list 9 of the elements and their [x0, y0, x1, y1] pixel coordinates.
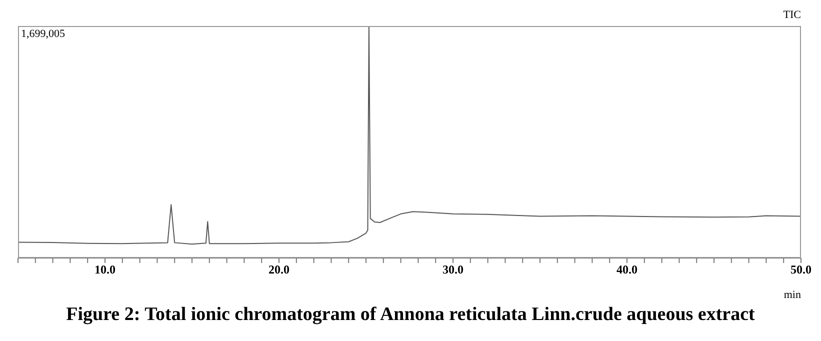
annotation: 1,699,005	[21, 28, 65, 40]
x-axis-title: min	[784, 289, 802, 301]
text: Figure 2: Total ionic chromatogram of Annona reticulata Linn.crude aqueous extract	[65, 304, 756, 326]
x-tick-label: 20.0	[268, 262, 290, 277]
x-tick-label: 50.0	[790, 262, 812, 277]
x-tick-label: 40.0	[616, 262, 638, 277]
text: TIC	[783, 9, 801, 21]
x-tick-label: 30.0	[442, 262, 464, 277]
x-tick-label: 10.0	[94, 262, 116, 277]
